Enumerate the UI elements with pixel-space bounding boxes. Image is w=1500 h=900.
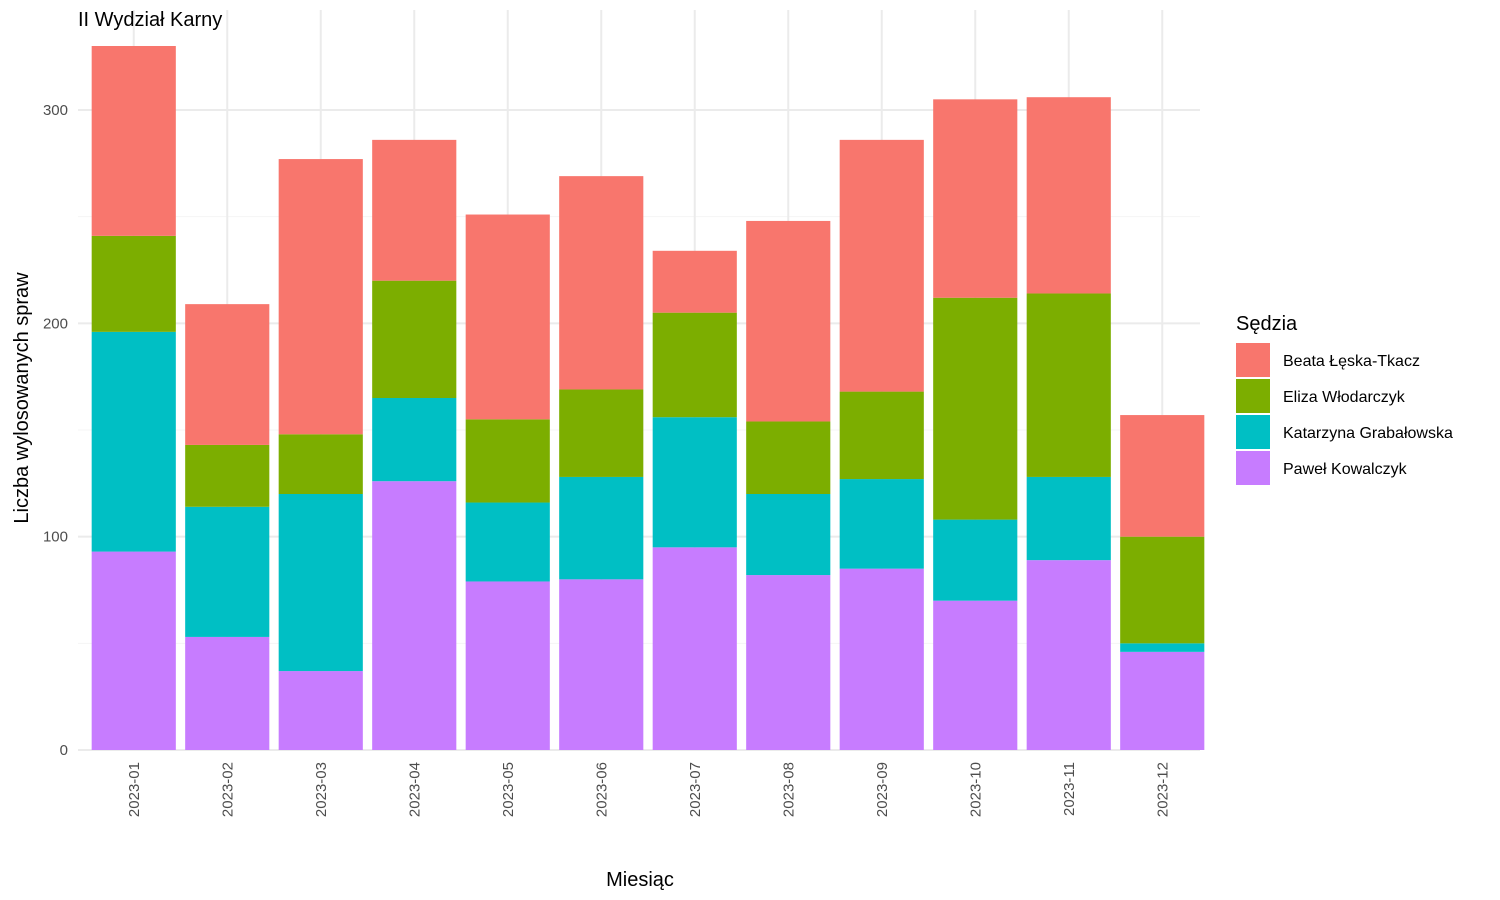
x-tick-label: 2023-04 (406, 762, 423, 817)
bar-segment (91, 331, 176, 552)
bar-segment (372, 398, 457, 482)
bar-segment (91, 235, 176, 332)
chart-title: II Wydział Karny (78, 9, 222, 31)
legend-key (1236, 343, 1270, 377)
legend-label: Katarzyna Grabałowska (1283, 425, 1453, 442)
bar-segment (465, 419, 550, 503)
bar-segment (839, 568, 924, 750)
legend-key (1236, 415, 1270, 449)
legend-key (1236, 451, 1270, 485)
bar-segment (278, 159, 363, 435)
legend-key (1236, 379, 1270, 413)
bar-segment (839, 479, 924, 569)
x-tick-label: 2023-05 (500, 762, 517, 817)
bar-segment (559, 389, 644, 477)
bar-segment (1120, 651, 1205, 750)
bar-segment (1120, 415, 1205, 537)
bar-segment (465, 581, 550, 750)
x-tick-label: 2023-11 (1061, 762, 1078, 816)
legend-label: Beata Łęska-Tkacz (1283, 353, 1420, 370)
bar-segment (559, 176, 644, 390)
x-tick-label: 2023-03 (313, 762, 330, 817)
bar-segment (278, 494, 363, 672)
bar-segment (1120, 536, 1205, 644)
x-tick-label: 2023-01 (126, 762, 143, 817)
bar-segment (1026, 293, 1111, 477)
x-tick-label: 2023-09 (874, 762, 891, 817)
x-tick-label: 2023-10 (967, 762, 984, 817)
bar-segment (652, 312, 737, 418)
bar-segment (933, 297, 1018, 520)
bar-segment (1026, 560, 1111, 750)
bar-segment (1120, 643, 1205, 652)
x-axis-ticks: 2023-01 2023-02 2023-03 2023-04 2023-05 2023-… (126, 762, 1172, 817)
bar-segment (933, 519, 1018, 601)
bar-segment (372, 280, 457, 398)
bar-segment (1026, 97, 1111, 294)
bar-segment (278, 671, 363, 750)
bars (91, 46, 1205, 750)
x-tick-label: 2023-08 (780, 762, 797, 817)
x-tick-label: 2023-07 (687, 762, 704, 817)
legend: Sędzia Beata Łęska-Tkacz Eliza Włodarczyk… (1236, 313, 1453, 485)
bar-segment (746, 494, 831, 576)
legend-label: Eliza Włodarczyk (1283, 389, 1406, 406)
bar-segment (746, 421, 831, 494)
bar-segment (185, 304, 270, 445)
legend-label: Paweł Kowalczyk (1283, 461, 1408, 478)
bar-segment (559, 476, 644, 580)
bar-segment (746, 575, 831, 750)
bar-segment (1026, 476, 1111, 561)
x-tick-label: 2023-02 (219, 762, 236, 817)
bar-segment (652, 547, 737, 750)
bar-segment (185, 444, 270, 507)
bar-segment (652, 417, 737, 548)
bar-segment (652, 250, 737, 313)
bar-segment (91, 46, 176, 236)
bar-segment (185, 506, 270, 637)
bar-segment (91, 551, 176, 750)
bar-segment (372, 139, 457, 281)
bar-segment (933, 99, 1018, 298)
y-tick-label: 300 (43, 102, 68, 119)
bar-segment (746, 220, 831, 422)
bar-segment (185, 636, 270, 750)
bar-segment (839, 391, 924, 480)
x-tick-label: 2023-06 (593, 762, 610, 817)
bar-segment (372, 481, 457, 750)
y-tick-label: 100 (43, 529, 68, 546)
y-tick-label: 0 (60, 742, 68, 759)
legend-title: Sędzia (1236, 313, 1298, 335)
bar-segment (278, 434, 363, 494)
bar-segment (465, 214, 550, 420)
bar-segment (839, 139, 924, 392)
x-tick-label: 2023-12 (1154, 762, 1171, 817)
bar-segment (465, 502, 550, 582)
y-axis-ticks: 0 100 200 300 (43, 102, 68, 759)
y-axis-title: Liczba wylosowanych spraw (11, 272, 33, 524)
bar-segment (933, 600, 1018, 750)
y-tick-label: 200 (43, 315, 68, 332)
x-axis-title: Miesiąc (606, 869, 674, 891)
bar-segment (559, 579, 644, 750)
